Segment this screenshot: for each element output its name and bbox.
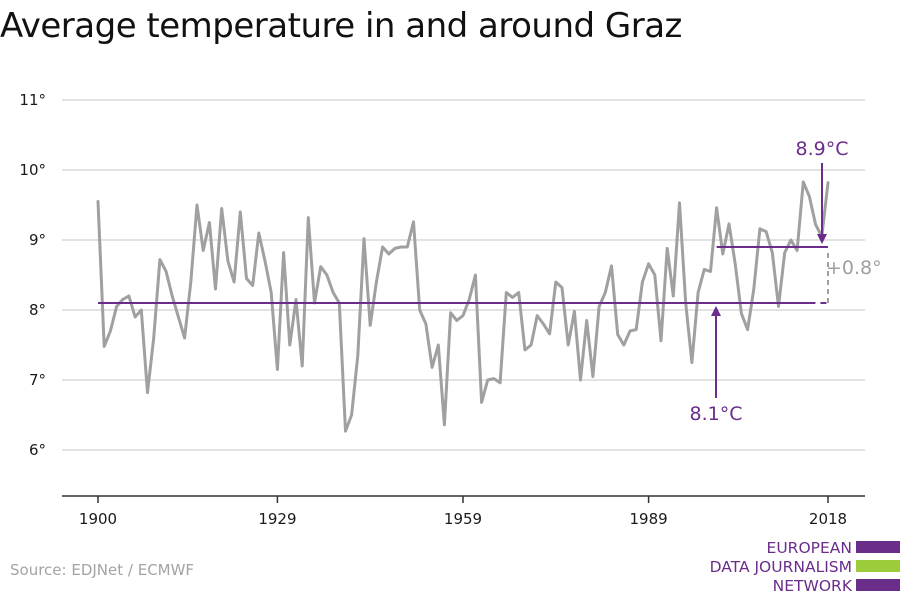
y-tick-label: 10° (19, 161, 46, 179)
arrow-recent-head (817, 234, 827, 244)
gridlines (62, 99, 865, 451)
y-tick-label: 11° (19, 91, 46, 109)
recent-mean-label: 8.9°C (796, 138, 849, 160)
y-axis-labels: 6° 7° 8° 9° 10° 11° (19, 91, 46, 459)
logo-bar-3 (856, 579, 900, 591)
y-tick-label: 8° (29, 301, 46, 319)
x-axis: 1900 1929 1959 1989 2018 (62, 495, 865, 528)
x-tick-label: 1989 (629, 510, 667, 528)
y-tick-label: 9° (29, 231, 46, 249)
difference-label: +0.8° (826, 257, 882, 279)
chart-title: Average temperature in and around Graz (0, 6, 682, 46)
series-line-temperature (96, 180, 830, 433)
x-tick-label: 1929 (258, 510, 296, 528)
source-credit: Source: EDJNet / ECMWF (10, 561, 195, 579)
logo-bar-2 (856, 560, 900, 572)
logo-line-3: NETWORK (772, 577, 852, 595)
y-tick-label: 6° (29, 441, 46, 459)
x-tick-label: 1959 (444, 510, 482, 528)
edjnet-logo: EUROPEAN DATA JOURNALISM NETWORK (690, 539, 900, 595)
logo-line-1: EUROPEAN (766, 539, 852, 557)
logo-line-2: DATA JOURNALISM (709, 558, 852, 576)
annotations: +0.8° 8.1°C 8.9°C (98, 138, 882, 425)
logo-bar-1 (856, 541, 900, 553)
arrow-baseline-head (711, 306, 721, 316)
x-tick-label: 2018 (809, 510, 847, 528)
x-tick-label: 1900 (79, 510, 117, 528)
baseline-mean-label: 8.1°C (690, 403, 743, 425)
series-layer (96, 180, 830, 433)
y-tick-label: 7° (29, 371, 46, 389)
